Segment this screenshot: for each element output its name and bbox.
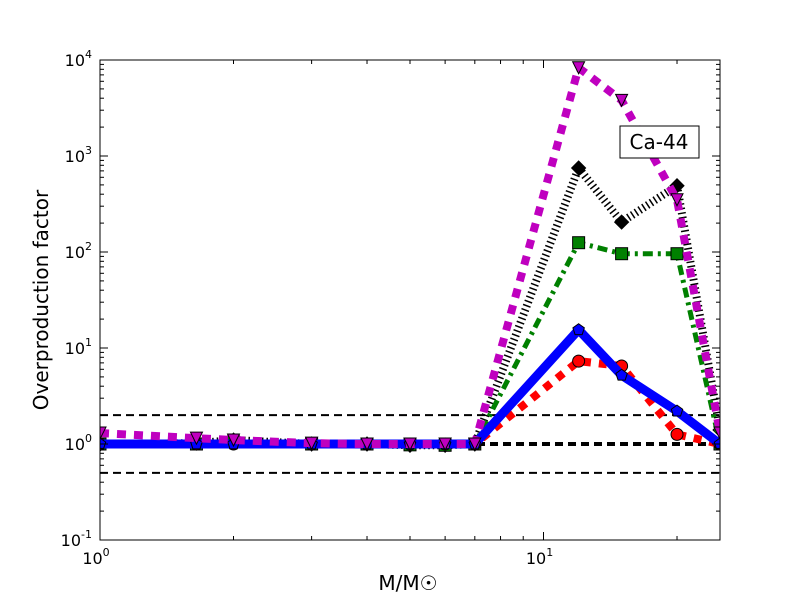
data-point-pentagon bbox=[670, 404, 684, 417]
data-point-triangle bbox=[670, 193, 684, 207]
data-point-triangle bbox=[189, 431, 204, 446]
series-line bbox=[100, 63, 720, 448]
data-point-triangle bbox=[438, 437, 452, 452]
data-point-diamond bbox=[613, 214, 630, 230]
data-point-pentagon bbox=[100, 437, 107, 450]
annotation-box: Ca-44 bbox=[619, 125, 700, 159]
y-axis-label: Overproduction factor bbox=[29, 189, 53, 410]
data-point-circle bbox=[670, 427, 684, 441]
y-tick-label: 103 bbox=[65, 144, 92, 166]
y-tick-label: 104 bbox=[65, 48, 92, 70]
plot-frame bbox=[99, 59, 721, 541]
data-point-diamond bbox=[570, 160, 587, 176]
data-point-triangle bbox=[304, 436, 319, 451]
y-tick-label: 101 bbox=[65, 336, 92, 358]
data-point-triangle bbox=[100, 426, 107, 441]
data-point-triangle bbox=[468, 437, 482, 452]
data-point-square bbox=[670, 247, 684, 261]
data-point-circle bbox=[572, 354, 586, 368]
x-tick-label: 101 bbox=[526, 546, 553, 568]
data-point-triangle bbox=[403, 437, 417, 452]
data-point-triangle bbox=[226, 433, 241, 448]
x-tick-label: 100 bbox=[82, 546, 109, 568]
data-point-pentagon bbox=[615, 368, 628, 381]
y-tick-label: 100 bbox=[65, 432, 92, 454]
data-point-square bbox=[572, 236, 586, 250]
y-tick-label: 102 bbox=[65, 240, 92, 262]
data-point-triangle bbox=[614, 93, 629, 108]
data-point-pentagon bbox=[713, 437, 720, 450]
data-point-triangle bbox=[713, 426, 720, 441]
series-line bbox=[100, 163, 720, 450]
series-line bbox=[100, 325, 720, 449]
data-point-triangle bbox=[571, 61, 586, 75]
data-point-square bbox=[615, 247, 629, 261]
x-axis-label: M/M☉ bbox=[378, 571, 437, 595]
y-tick-label: 10-1 bbox=[61, 528, 92, 550]
data-point-pentagon bbox=[572, 323, 585, 336]
annotation-label: Ca-44 bbox=[630, 130, 689, 154]
data-point-triangle bbox=[360, 437, 374, 452]
